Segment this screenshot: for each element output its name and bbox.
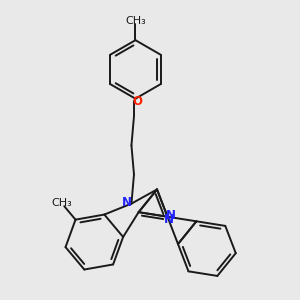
Text: CH₃: CH₃ bbox=[51, 198, 72, 208]
Text: N: N bbox=[164, 213, 174, 226]
Text: CH₃: CH₃ bbox=[125, 16, 146, 26]
Text: N: N bbox=[165, 209, 176, 222]
Text: O: O bbox=[133, 95, 142, 108]
Text: N: N bbox=[122, 196, 132, 208]
